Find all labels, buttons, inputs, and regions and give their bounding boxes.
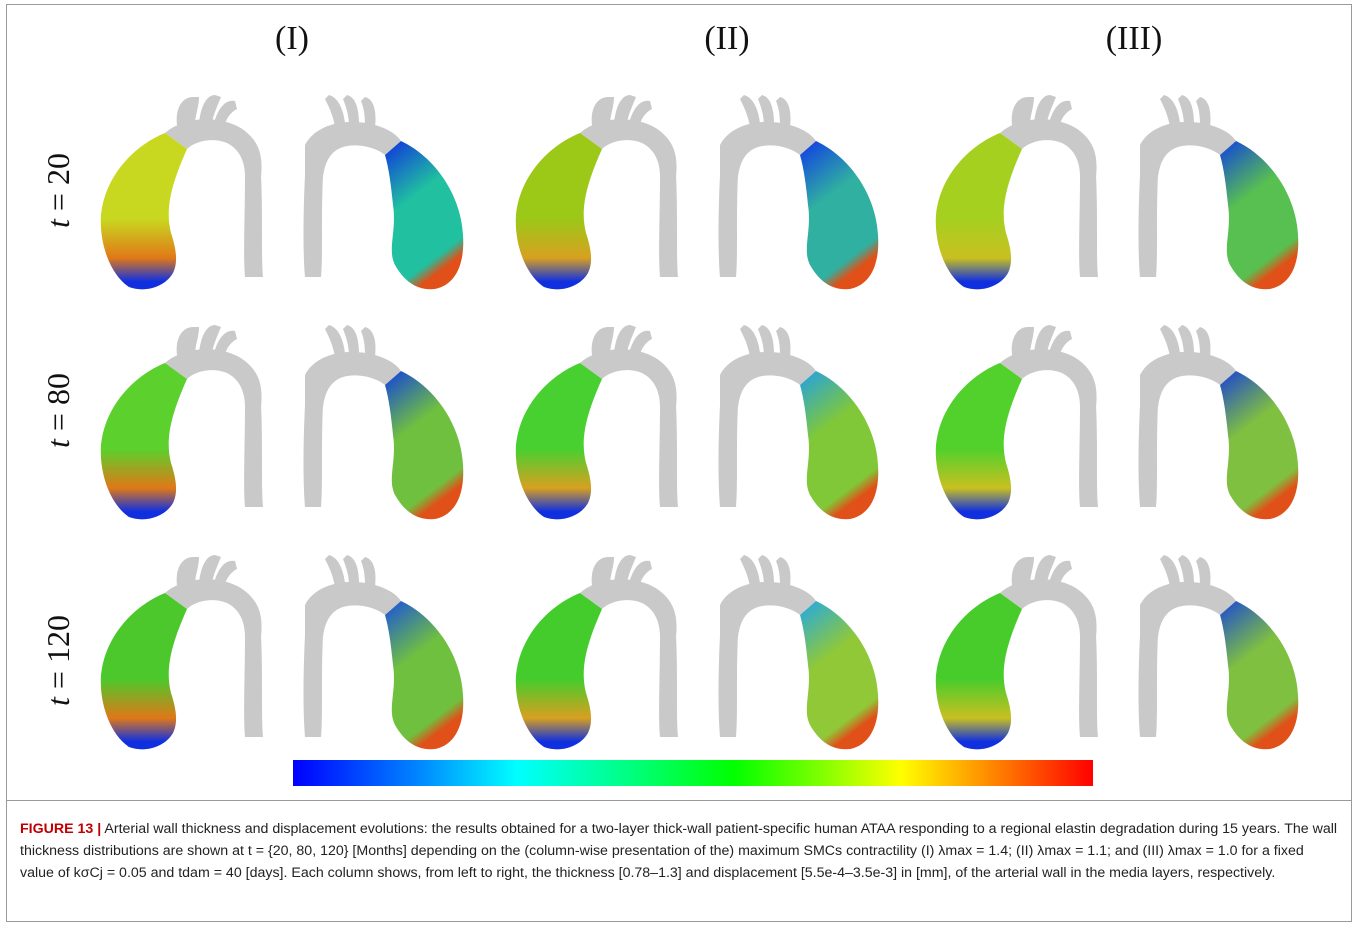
displacement-aorta-r2-c2 — [718, 325, 879, 520]
colorbar — [293, 760, 1093, 786]
thickness-aorta-r2-c3 — [935, 325, 1098, 520]
caption-text: Arterial wall thickness and displacement… — [20, 821, 1338, 881]
row-label-1: t = 20 — [39, 152, 76, 228]
caption-divider — [6, 800, 1352, 801]
displacement-aorta-r2-c3 — [1138, 325, 1299, 520]
displacement-aorta-r1-c1 — [303, 95, 464, 290]
thickness-aorta-r2-c2 — [515, 325, 678, 520]
thickness-aorta-r1-c1 — [100, 95, 263, 290]
row-label-3: t = 120 — [39, 614, 76, 706]
thickness-aorta-r3-c3 — [935, 555, 1098, 750]
column-header-3: (III) — [1105, 20, 1163, 57]
thickness-aorta-r1-c3 — [935, 95, 1098, 290]
displacement-aorta-r3-c3 — [1138, 555, 1299, 750]
figure-frame — [6, 4, 1352, 922]
displacement-aorta-r1-c2 — [718, 95, 879, 290]
displacement-aorta-r1-c3 — [1138, 95, 1299, 290]
row-label-2: t = 80 — [39, 372, 76, 448]
displacement-aorta-r3-c1 — [303, 555, 464, 750]
thickness-aorta-r2-c1 — [100, 325, 263, 520]
column-header-2: (II) — [704, 20, 750, 57]
column-header-1: (I) — [275, 20, 309, 57]
thickness-aorta-r3-c1 — [100, 555, 263, 750]
displacement-aorta-r3-c2 — [718, 555, 879, 750]
caption-label: FIGURE 13 | — [20, 821, 102, 837]
thickness-aorta-r3-c2 — [515, 555, 678, 750]
displacement-aorta-r2-c1 — [303, 325, 464, 520]
figure-caption: FIGURE 13 | Arterial wall thickness and … — [20, 818, 1338, 884]
thickness-aorta-r1-c2 — [515, 95, 678, 290]
